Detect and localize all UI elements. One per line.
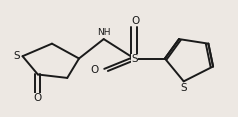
Text: S: S bbox=[131, 53, 138, 64]
Text: O: O bbox=[34, 93, 42, 103]
Text: O: O bbox=[90, 65, 99, 75]
Text: NH: NH bbox=[97, 28, 110, 37]
Text: O: O bbox=[131, 16, 140, 26]
Text: S: S bbox=[180, 83, 187, 93]
Text: S: S bbox=[13, 51, 20, 61]
